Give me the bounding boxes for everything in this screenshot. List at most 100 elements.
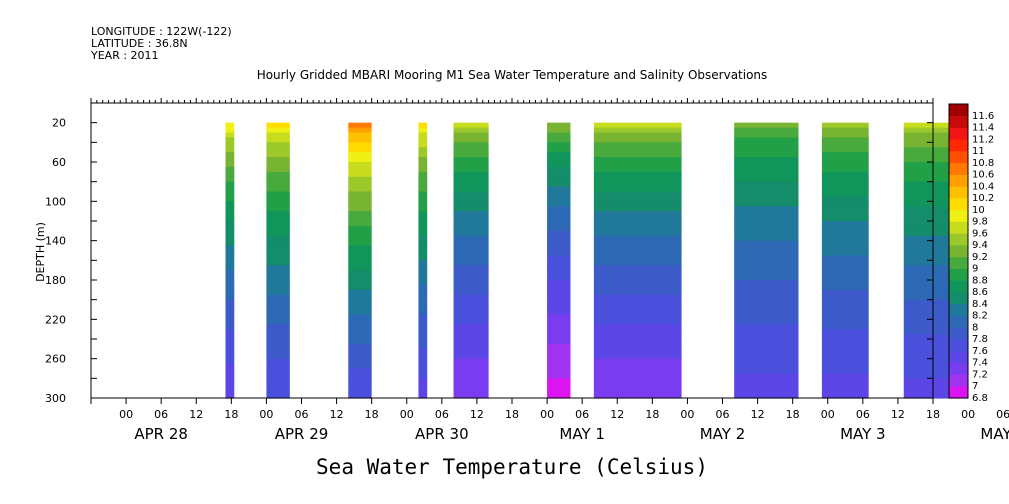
data-column: [734, 122, 799, 399]
heatmap-cell: [266, 142, 290, 148]
heatmap-cell: [225, 137, 235, 143]
heatmap-cell: [903, 329, 969, 335]
heatmap-cell: [547, 196, 571, 202]
heatmap-cell: [453, 191, 489, 198]
heatmap-cell: [225, 343, 235, 350]
heatmap-cell: [903, 245, 969, 252]
heatmap-cell: [418, 289, 428, 296]
heatmap-cell: [734, 127, 799, 134]
heatmap-cell: [734, 270, 799, 276]
heatmap-cell: [547, 304, 571, 311]
heatmap-cell: [453, 363, 489, 370]
x-date-label: APR 28: [134, 425, 188, 443]
heatmap-cell: [547, 280, 571, 286]
heatmap-cell: [418, 127, 428, 134]
heatmap-cell: [547, 368, 571, 375]
heatmap-cell: [593, 388, 682, 394]
heatmap-cell: [453, 368, 489, 375]
heatmap-cell: [547, 240, 571, 247]
x-hour-tick-label: 18: [365, 408, 379, 421]
heatmap-cell: [734, 142, 799, 148]
heatmap-cell: [593, 358, 682, 365]
heatmap-cell: [418, 265, 428, 271]
colorbar-tick-label: 11.4: [972, 123, 994, 134]
heatmap-cell: [903, 240, 969, 247]
heatmap-cell: [266, 186, 290, 193]
heatmap-cell: [821, 171, 869, 178]
heatmap-cell: [418, 270, 428, 276]
x-hour-tick-label: 12: [330, 408, 344, 421]
heatmap-cell: [348, 304, 372, 311]
y-tick-label: 100: [45, 195, 66, 208]
heatmap-cell: [593, 289, 682, 296]
heatmap-cell: [453, 304, 489, 311]
heatmap-cell: [225, 162, 235, 168]
heatmap-cell: [593, 368, 682, 375]
heatmap-cell: [821, 368, 869, 375]
heatmap-cell: [348, 206, 372, 212]
heatmap-cell: [348, 368, 372, 375]
heatmap-cell: [734, 275, 799, 281]
heatmap-cell: [821, 162, 869, 168]
heatmap-cell: [821, 196, 869, 202]
heatmap-cell: [225, 157, 235, 163]
colorbar-swatch: [949, 221, 968, 234]
heatmap-cell: [453, 265, 489, 271]
data-column: [348, 122, 372, 399]
colorbar-swatch: [949, 174, 968, 187]
x-hour-tick-label: 12: [751, 408, 765, 421]
heatmap-cell: [903, 221, 969, 227]
heatmap-cell: [266, 265, 290, 271]
heatmap-cell: [734, 245, 799, 252]
heatmap-cell: [225, 230, 235, 237]
heatmap-cell: [266, 343, 290, 350]
x-date-label: MAY 1: [559, 425, 605, 443]
heatmap-cell: [821, 216, 869, 222]
heatmap-cell: [547, 235, 571, 242]
heatmap-cell: [903, 225, 969, 232]
heatmap-cell: [593, 329, 682, 335]
heatmap-cell: [418, 388, 428, 394]
heatmap-cell: [266, 221, 290, 227]
heatmap-cell: [593, 186, 682, 193]
heatmap-cell: [418, 122, 428, 129]
heatmap-cell: [266, 176, 290, 183]
heatmap-cell: [225, 186, 235, 193]
heatmap-cell: [903, 378, 969, 384]
heatmap-cell: [225, 245, 235, 252]
heatmap-cell: [821, 314, 869, 320]
heatmap-cell: [547, 284, 571, 291]
heatmap-cell: [903, 162, 969, 168]
colorbar-tick-label: 7.8: [972, 334, 988, 345]
heatmap-cell: [225, 260, 235, 266]
heatmap-cell: [418, 299, 428, 306]
heatmap-cell: [266, 147, 290, 153]
heatmap-cell: [348, 235, 372, 242]
heatmap-cell: [453, 221, 489, 227]
data-column: [225, 122, 235, 399]
heatmap-cell: [266, 280, 290, 286]
heatmap-cell: [734, 358, 799, 365]
heatmap-cell: [225, 142, 235, 148]
heatmap-cell: [547, 383, 571, 389]
heatmap-cell: [418, 152, 428, 158]
colorbar-swatch: [949, 209, 968, 222]
heatmap-cell: [821, 201, 869, 207]
heatmap-cell: [903, 383, 969, 389]
heatmap-cell: [821, 373, 869, 379]
heatmap-cell: [266, 289, 290, 296]
heatmap-cell: [225, 299, 235, 306]
heatmap-cell: [821, 388, 869, 394]
longitude-label: LONGITUDE : 122W(-122): [91, 25, 232, 38]
colorbar-swatch: [949, 339, 968, 352]
heatmap-cell: [593, 171, 682, 178]
heatmap-cell: [266, 314, 290, 320]
heatmap-cell: [547, 230, 571, 237]
heatmap-cell: [821, 358, 869, 365]
colorbar-swatch: [949, 280, 968, 293]
y-tick-label: 60: [52, 156, 66, 169]
heatmap-cell: [453, 142, 489, 148]
heatmap-cell: [734, 211, 799, 217]
heatmap-cell: [225, 216, 235, 222]
heatmap-cell: [734, 147, 799, 153]
